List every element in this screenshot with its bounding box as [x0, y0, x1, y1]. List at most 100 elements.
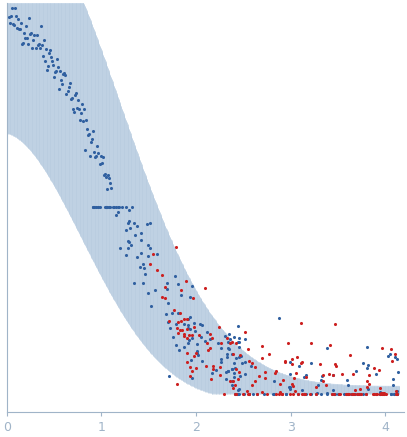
Point	[181, 343, 188, 350]
Point	[165, 319, 171, 326]
Point	[133, 254, 140, 261]
Point	[184, 335, 191, 342]
Point	[287, 386, 293, 393]
Point	[187, 357, 194, 364]
Point	[320, 377, 327, 384]
Point	[245, 390, 252, 397]
Point	[245, 390, 252, 397]
Point	[140, 260, 147, 267]
Point	[279, 390, 286, 397]
Point	[186, 331, 192, 338]
Point	[64, 87, 71, 94]
Point	[50, 61, 56, 68]
Point	[203, 362, 210, 369]
Point	[185, 324, 191, 331]
Point	[88, 138, 94, 145]
Point	[289, 361, 295, 368]
Point	[232, 390, 239, 397]
Point	[91, 204, 98, 211]
Point	[55, 64, 61, 71]
Point	[313, 390, 319, 397]
Point	[90, 204, 96, 211]
Point	[41, 37, 47, 44]
Point	[259, 342, 265, 349]
Point	[232, 340, 239, 347]
Point	[78, 110, 84, 117]
Point	[208, 375, 214, 382]
Point	[293, 370, 299, 377]
Point	[54, 55, 61, 62]
Point	[217, 344, 224, 351]
Point	[315, 381, 322, 388]
Point	[393, 390, 399, 397]
Point	[79, 101, 85, 108]
Point	[107, 180, 113, 187]
Point	[103, 204, 110, 211]
Point	[43, 45, 49, 52]
Point	[244, 387, 250, 394]
Point	[303, 374, 309, 381]
Point	[25, 40, 31, 47]
Point	[226, 340, 233, 347]
Point	[264, 390, 270, 397]
Point	[303, 371, 310, 378]
Point	[235, 376, 241, 383]
Point	[137, 250, 144, 257]
Point	[35, 40, 42, 47]
Point	[58, 76, 65, 83]
Point	[261, 375, 268, 382]
Point	[23, 22, 29, 29]
Point	[331, 390, 337, 397]
Point	[99, 153, 106, 160]
Point	[184, 315, 190, 322]
Point	[131, 280, 138, 287]
Point	[87, 153, 94, 160]
Point	[114, 208, 121, 215]
Point	[231, 382, 238, 389]
Point	[207, 345, 214, 352]
Point	[313, 390, 319, 397]
Point	[376, 390, 383, 397]
Point	[225, 368, 231, 375]
Point	[134, 222, 141, 229]
Point	[289, 381, 295, 388]
Point	[235, 338, 241, 345]
Point	[245, 390, 252, 397]
Point	[180, 316, 187, 323]
Point	[254, 390, 260, 397]
Point	[376, 367, 383, 374]
Point	[236, 369, 242, 376]
Point	[229, 339, 236, 346]
Point	[128, 242, 134, 249]
Point	[184, 321, 191, 328]
Point	[62, 72, 69, 79]
Point	[85, 132, 92, 139]
Point	[189, 332, 195, 339]
Point	[350, 370, 356, 377]
Point	[364, 378, 371, 385]
Point	[230, 351, 236, 358]
Point	[339, 371, 345, 378]
Point	[380, 390, 386, 397]
Point	[125, 207, 132, 214]
Point	[184, 350, 190, 357]
Point	[34, 42, 41, 49]
Point	[191, 323, 197, 330]
Point	[26, 14, 33, 21]
Point	[394, 356, 400, 363]
Point	[204, 329, 210, 336]
Point	[48, 53, 54, 60]
Point	[33, 31, 40, 38]
Point	[392, 353, 398, 360]
Point	[77, 117, 83, 124]
Point	[237, 373, 244, 380]
Point	[175, 310, 181, 317]
Point	[312, 383, 319, 390]
Point	[186, 313, 193, 320]
Point	[218, 359, 224, 366]
Point	[140, 279, 147, 286]
Point	[45, 62, 51, 69]
Point	[313, 389, 320, 396]
Point	[299, 390, 305, 397]
Point	[307, 339, 314, 346]
